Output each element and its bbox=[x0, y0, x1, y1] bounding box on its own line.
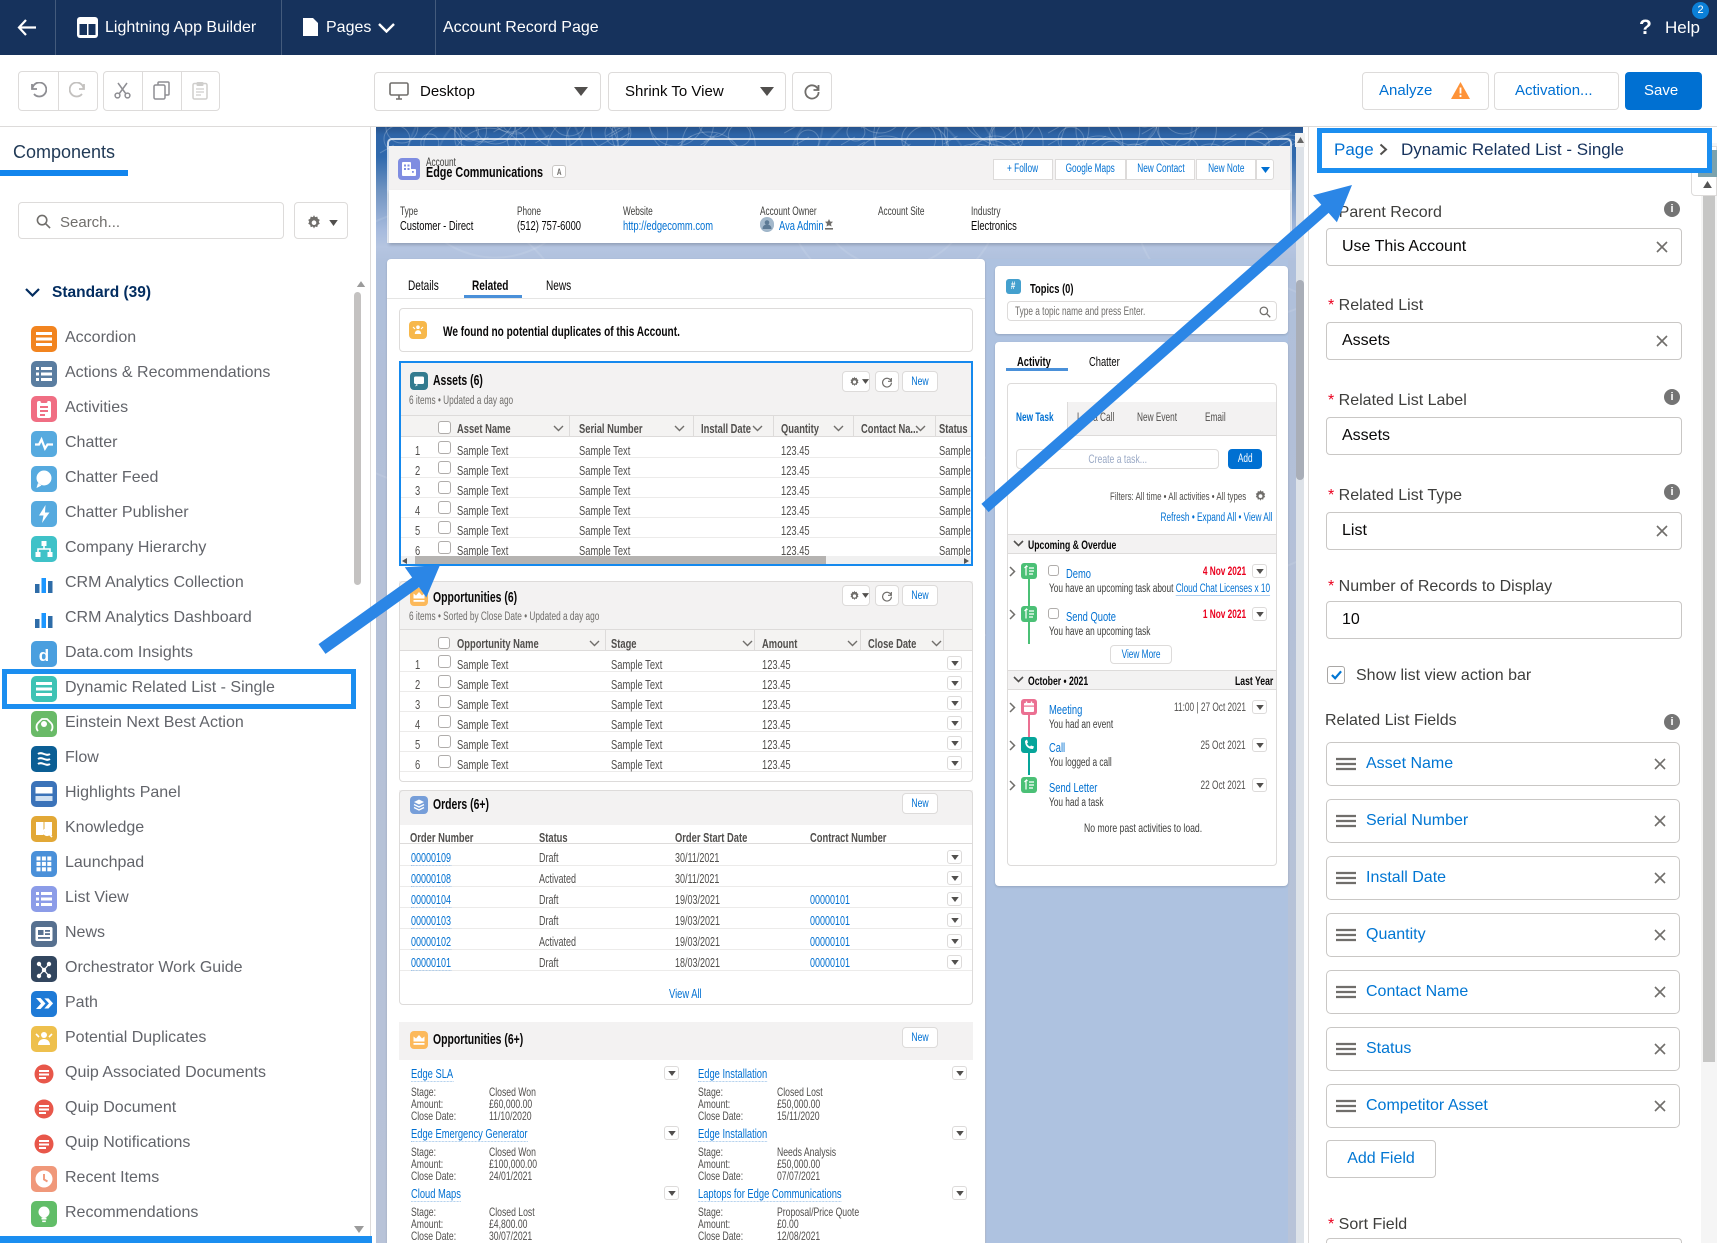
svg-text:d: d bbox=[39, 646, 49, 665]
